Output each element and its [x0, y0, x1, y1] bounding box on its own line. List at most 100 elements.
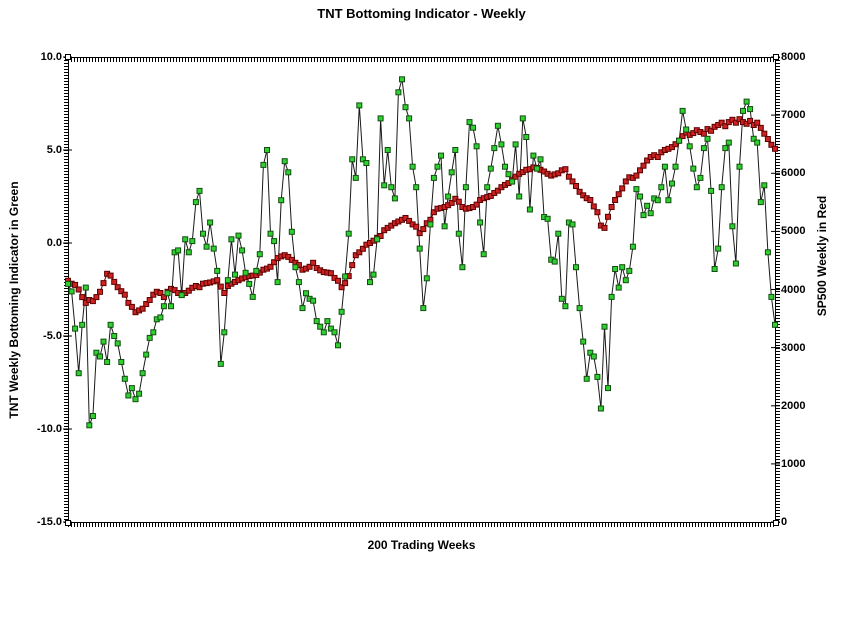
sp500-marker [413, 223, 420, 230]
sp500-marker [622, 178, 629, 185]
tnt-marker [459, 264, 466, 271]
tnt-marker [271, 238, 278, 245]
sp500-marker [196, 284, 203, 291]
sp500-marker [100, 280, 107, 287]
sp500-marker [79, 294, 86, 301]
tnt-marker [661, 163, 668, 170]
tnt-marker [164, 290, 171, 297]
tnt-marker [416, 245, 423, 252]
sp500-marker [335, 277, 341, 284]
tnt-marker [278, 197, 285, 204]
tnt-marker [143, 351, 150, 358]
sp500-marker [146, 297, 153, 303]
tnt-marker [732, 260, 739, 267]
sp500-marker [605, 213, 611, 220]
sp500-marker [125, 299, 132, 306]
sp500-marker [764, 136, 771, 142]
sp500-marker [601, 224, 608, 231]
tnt-marker [590, 353, 597, 360]
left-tick-label: 10.0 [40, 51, 62, 63]
tnt-marker [292, 264, 299, 271]
sp500-marker [310, 259, 317, 266]
tnt-marker [235, 232, 242, 239]
sp500-marker [473, 201, 480, 208]
tnt-marker [455, 230, 462, 237]
sp500-marker [747, 117, 754, 124]
tnt-marker [320, 329, 327, 336]
tnt-marker [569, 221, 576, 228]
tnt-marker [686, 143, 693, 150]
tnt-marker [700, 145, 707, 152]
tnt-marker [725, 139, 732, 146]
tnt-marker [626, 267, 633, 274]
tnt-marker [168, 303, 174, 310]
tnt-marker [757, 199, 764, 206]
tnt-marker [331, 329, 338, 336]
tnt-marker [214, 267, 221, 274]
right-tick-label: 6000 [781, 167, 806, 180]
tnt-marker [203, 243, 210, 250]
sp500-marker [722, 123, 729, 130]
tnt-marker [644, 202, 651, 209]
sp500-marker [455, 198, 462, 205]
tnt-marker [491, 145, 498, 152]
tnt-marker [708, 187, 715, 194]
tnt-marker [288, 228, 295, 235]
tnt-marker [722, 145, 729, 152]
sp500-marker [143, 301, 150, 307]
right-tick-label: 1000 [781, 457, 806, 470]
sp500-marker [700, 130, 707, 137]
tnt-marker [338, 308, 345, 315]
right-tick-label: 7000 [781, 109, 806, 122]
tnt-marker [580, 338, 587, 345]
sp500-marker [637, 167, 643, 174]
tnt-marker [654, 197, 661, 204]
sp500-marker [139, 305, 146, 312]
tnt-marker [704, 135, 711, 142]
sp500-marker [654, 154, 661, 160]
tnt-marker [93, 349, 100, 356]
sp500-marker [118, 288, 125, 295]
tnt-marker [246, 280, 253, 287]
tnt-marker [605, 385, 611, 392]
tnt-marker [409, 163, 416, 170]
tnt-marker [608, 293, 615, 300]
tnt-marker [740, 107, 746, 114]
tnt-marker [509, 178, 516, 185]
tnt-marker [484, 184, 491, 191]
sp500-marker [590, 203, 597, 210]
tnt-marker [136, 390, 143, 397]
tnt-marker [352, 174, 359, 181]
sp500-marker [679, 133, 686, 140]
tnt-marker [86, 422, 93, 429]
tnt-marker [452, 147, 459, 153]
tnt-marker [750, 135, 757, 142]
tnt-marker [672, 163, 679, 170]
tnt-marker [217, 360, 224, 367]
tnt-marker [612, 266, 619, 272]
tnt-marker [445, 193, 452, 200]
tnt-marker [264, 147, 270, 153]
sp500-marker [672, 141, 679, 148]
sp500-marker [160, 294, 167, 301]
sp500-marker [494, 187, 501, 194]
tnt-marker [480, 251, 487, 258]
tnt-marker [128, 385, 135, 392]
left-tick-label: -15.0 [36, 516, 62, 528]
tnt-marker [473, 143, 480, 150]
tnt-marker [743, 98, 750, 105]
sp500-marker [75, 286, 82, 293]
tnt-marker [342, 273, 349, 280]
tnt-marker [232, 271, 238, 278]
tnt-marker [647, 210, 654, 217]
tnt-marker [207, 219, 214, 226]
tnt-marker [534, 165, 540, 172]
sp500-marker [640, 162, 647, 169]
tnt-marker [502, 163, 508, 170]
sp500-marker [406, 217, 413, 224]
sp500-marker [114, 284, 121, 291]
axis-corner-marker [773, 54, 779, 60]
sp500-marker [217, 283, 224, 290]
bottom-axis-minor-ticks [68, 523, 776, 527]
